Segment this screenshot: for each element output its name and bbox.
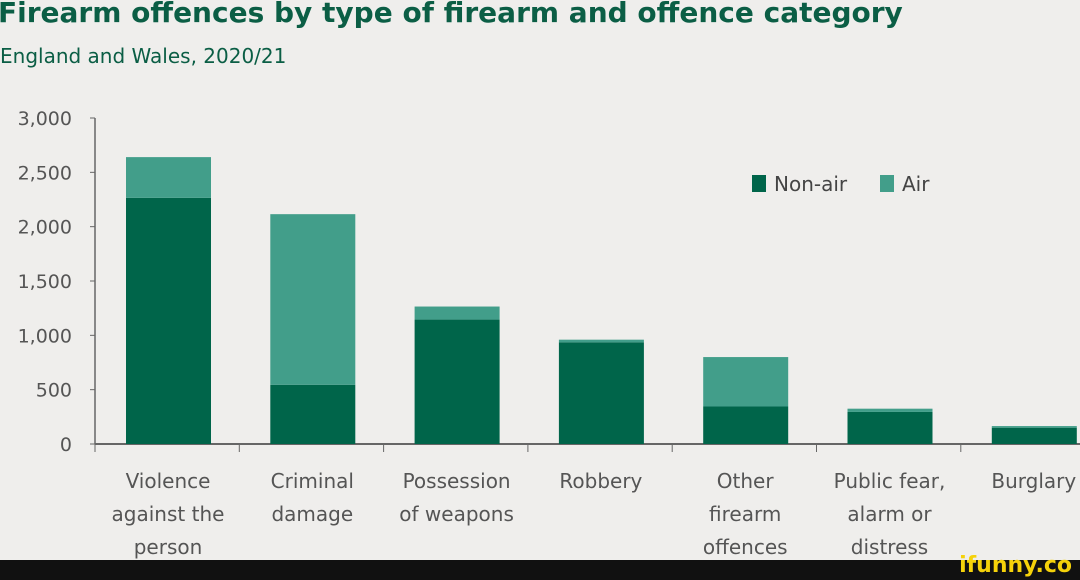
legend-swatch-air xyxy=(880,175,894,192)
y-tick-label: 3,000 xyxy=(18,108,72,130)
x-category-label: offences xyxy=(703,535,788,559)
watermark-logo: ifunny.co xyxy=(959,553,1072,578)
bar-air xyxy=(414,306,500,320)
legend-label: Air xyxy=(902,172,930,196)
y-tick-label: 2,500 xyxy=(18,162,72,184)
y-tick-label: 0 xyxy=(60,434,72,456)
bar-non-air xyxy=(703,406,789,444)
x-category-label: Violence xyxy=(126,469,211,493)
bar-non-air xyxy=(414,319,500,444)
legend-label: Non-air xyxy=(774,172,848,196)
x-category-label: Public fear, xyxy=(834,469,946,493)
x-category-label: Possession xyxy=(403,469,511,493)
y-tick-label: 1,000 xyxy=(18,325,72,347)
y-tick-label: 1,500 xyxy=(18,271,72,293)
x-category-label: alarm or xyxy=(847,502,932,526)
bar-air xyxy=(991,426,1077,428)
bar-air xyxy=(126,157,211,198)
y-tick-label: 500 xyxy=(36,380,72,402)
footer-bar xyxy=(0,560,1080,580)
x-category-label: Robbery xyxy=(559,469,642,493)
bar-non-air xyxy=(847,411,933,444)
x-category-label: person xyxy=(134,535,203,559)
x-category-label: firearm xyxy=(709,502,781,526)
y-tick-label: 2,000 xyxy=(18,217,72,239)
bar-air xyxy=(270,214,356,385)
x-category-label: damage xyxy=(271,502,353,526)
chart-title: Firearm offences by type of firearm and … xyxy=(0,0,903,29)
bar-non-air xyxy=(126,197,211,444)
bar-air xyxy=(703,357,789,407)
x-category-label: Criminal xyxy=(271,469,354,493)
bar-air xyxy=(558,339,644,343)
x-category-label: against the xyxy=(112,502,225,526)
bar-non-air xyxy=(991,427,1077,444)
bar-non-air xyxy=(558,342,644,444)
x-category-label: of weapons xyxy=(399,502,514,526)
x-category-label: distress xyxy=(851,535,928,559)
bar-air xyxy=(847,408,933,412)
x-category-label: Burglary xyxy=(991,469,1076,493)
legend-swatch-non-air xyxy=(752,175,766,192)
x-category-label: Other xyxy=(717,469,775,493)
chart-subtitle: England and Wales, 2020/21 xyxy=(0,44,287,68)
bar-non-air xyxy=(270,384,356,444)
